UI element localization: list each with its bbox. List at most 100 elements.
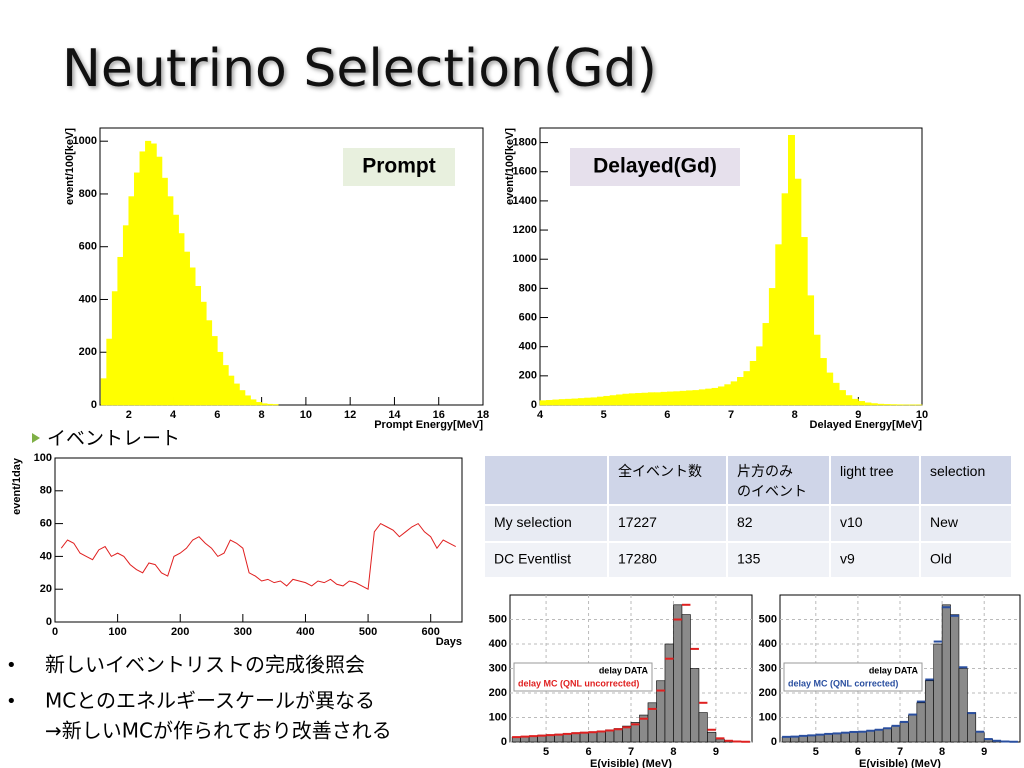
x-tick-label: 16 — [433, 409, 445, 421]
x-axis-label: Delayed Energy[MeV] — [810, 419, 923, 431]
y-tick-label: 200 — [519, 370, 537, 382]
bar — [768, 288, 776, 406]
y-tick-label: 1000 — [513, 253, 537, 265]
bar — [647, 392, 655, 406]
y-tick-label: 400 — [79, 293, 97, 305]
legend-box — [513, 662, 653, 692]
table-cell-text: 17280 — [618, 551, 657, 567]
bullet-dot: • — [6, 655, 17, 676]
table-cell-text: v9 — [840, 551, 855, 567]
bar — [730, 381, 738, 406]
table-cell — [607, 454, 728, 506]
bar — [546, 400, 554, 406]
bar — [622, 725, 632, 743]
bar — [200, 301, 207, 406]
bullet-icon — [32, 433, 40, 443]
x-tick-label: 400 — [296, 626, 314, 638]
annotation: Prompt — [362, 155, 436, 178]
x-tick-label: 300 — [234, 626, 252, 638]
bar — [239, 390, 246, 406]
bar — [857, 731, 867, 743]
bar — [139, 151, 146, 406]
bar — [819, 358, 827, 406]
bar — [737, 376, 745, 406]
x-tick-label: 7 — [897, 746, 903, 758]
bar — [183, 251, 190, 406]
bar — [622, 393, 630, 406]
y-tick-label: 800 — [519, 282, 537, 294]
bar — [832, 382, 840, 406]
x-tick-label: 200 — [171, 626, 189, 638]
bar — [775, 244, 783, 406]
table-cell-text: 17227 — [618, 514, 657, 530]
x-axis-label: Prompt Energy[MeV] — [374, 419, 483, 431]
bar — [756, 346, 764, 406]
bar — [832, 733, 842, 743]
y-tick-label: 500 — [759, 613, 777, 625]
bar — [849, 731, 859, 743]
table-header-line: 全イベント数 — [618, 463, 702, 479]
y-tick-label: 300 — [759, 662, 777, 674]
y-tick-label: 200 — [759, 687, 777, 699]
bullet: 新しいイベントリストの完成後照会 — [45, 653, 365, 677]
bar — [565, 398, 573, 406]
table-cell-text: New — [930, 514, 959, 530]
y-axis-label: event/1day — [11, 457, 23, 515]
bar — [635, 393, 643, 406]
table-cell-text: DC Eventlist — [494, 551, 571, 567]
bar — [908, 714, 918, 743]
table-header-line: light tree — [840, 463, 894, 479]
bar — [950, 614, 960, 743]
bar — [883, 404, 891, 406]
bar — [673, 391, 681, 406]
bar — [823, 733, 833, 743]
bar — [117, 256, 124, 406]
x-tick-label: 10 — [300, 409, 312, 421]
legend-entry: delay MC (QNL corrected) — [788, 678, 898, 688]
table-cell — [829, 541, 921, 579]
table-cell — [919, 454, 1013, 506]
bar — [628, 393, 636, 406]
x-tick-label: 7 — [728, 409, 734, 421]
x-tick-label: 8 — [259, 409, 265, 421]
bar — [588, 731, 598, 743]
bar — [134, 172, 141, 406]
y-tick-label: 80 — [40, 485, 52, 497]
bar — [228, 375, 235, 406]
bar — [161, 177, 168, 406]
bar — [877, 403, 885, 406]
table-header-line: のイベント — [737, 483, 807, 499]
bar — [145, 140, 152, 406]
bar — [679, 390, 687, 406]
y-tick-label: 1200 — [513, 224, 537, 236]
bar — [100, 378, 107, 406]
y-tick-label: 200 — [79, 346, 97, 358]
x-tick-label: 9 — [855, 409, 861, 421]
bar — [924, 680, 934, 743]
bar — [590, 397, 598, 406]
bar — [167, 196, 174, 406]
bar — [794, 178, 802, 406]
table-cell — [607, 504, 728, 543]
slide-title: Neutrino Selection(Gd) — [62, 39, 657, 99]
bar — [717, 386, 725, 406]
x-tick-label: 8 — [939, 746, 945, 758]
table-header: light tree — [840, 463, 894, 479]
bar — [743, 371, 751, 406]
x-tick-label: 8 — [670, 746, 676, 758]
x-tick-label: 9 — [981, 746, 987, 758]
x-tick-label: 2 — [126, 409, 132, 421]
y-tick-label: 600 — [79, 241, 97, 253]
bar — [845, 395, 853, 406]
y-tick-label: 100 — [34, 452, 52, 464]
y-tick-label: 600 — [519, 311, 537, 323]
bar — [864, 402, 872, 406]
bar — [205, 320, 213, 406]
bar — [603, 395, 611, 406]
x-tick-label: 6 — [855, 746, 861, 758]
x-axis-label: E(visible) (MeV) — [859, 758, 941, 768]
y-tick-label: 300 — [489, 662, 507, 674]
bar — [749, 360, 757, 406]
table-cell — [726, 541, 831, 579]
